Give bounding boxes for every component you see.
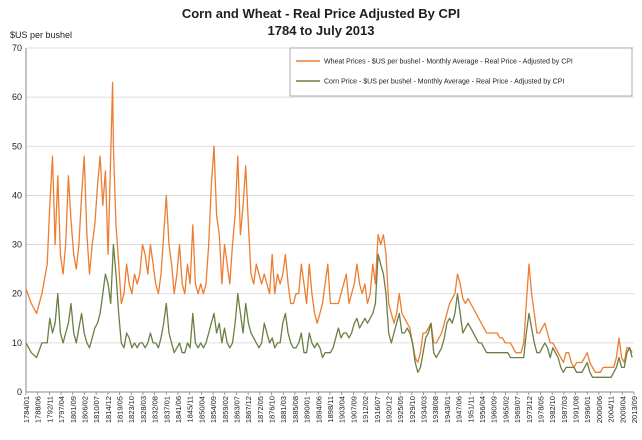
x-tick-label: 1867/12 [244, 396, 253, 423]
x-tick-label: 1863/07 [232, 396, 241, 423]
legend-label-wheat: Wheat Prices - $US per bushel - Monthly … [324, 59, 573, 66]
x-tick-label: 1898/11 [326, 396, 335, 423]
x-tick-label: 1872/05 [256, 396, 265, 423]
x-tick-label: 1797/04 [57, 396, 66, 423]
series-line-corn [25, 243, 633, 378]
x-tick-label: 1920/12 [384, 396, 393, 423]
x-tick-label: 1991/08 [572, 396, 581, 423]
x-tick-label: 1784/01 [22, 396, 31, 423]
x-tick-label: 1943/01 [443, 396, 452, 423]
x-tick-label: 1859/02 [221, 396, 230, 423]
x-axis-ticks: 1784/01 1788/06 1792/11 1797/04 1801/09 1806/… [22, 392, 639, 423]
x-tick-label: 1978/05 [536, 396, 545, 423]
x-tick-label: 1894/06 [314, 396, 323, 423]
x-tick-label: 1987/03 [560, 396, 569, 423]
y-axis-ticks: 0 10 20 30 40 50 60 70 [12, 43, 22, 397]
series-line-wheat [25, 81, 633, 373]
x-tick-label: 2009/04 [618, 396, 627, 423]
y-tick-label: 10 [12, 338, 22, 348]
x-tick-label: 1823/10 [127, 396, 136, 423]
x-tick-label: 2013/09 [630, 396, 639, 423]
y-tick-label: 60 [12, 92, 22, 102]
x-tick-label: 1837/01 [162, 396, 171, 423]
series-lines [25, 81, 633, 378]
y-tick-label: 40 [12, 190, 22, 200]
x-tick-label: 1982/10 [548, 396, 557, 423]
x-tick-label: 1881/03 [279, 396, 288, 423]
x-tick-label: 1907/09 [349, 396, 358, 423]
x-tick-label: 1996/01 [583, 396, 592, 423]
y-tick-label: 0 [17, 387, 22, 397]
x-tick-label: 1885/08 [291, 396, 300, 423]
x-tick-label: 1916/07 [373, 396, 382, 423]
x-tick-label: 1925/05 [396, 396, 405, 423]
x-tick-label: 1973/12 [525, 396, 534, 423]
x-tick-label: 1828/03 [139, 396, 148, 423]
y-tick-label: 50 [12, 141, 22, 151]
chart-title-line1: Corn and Wheat - Real Price Adjusted By … [182, 6, 460, 21]
legend-label-corn: Corn Price - $US per bushel - Monthly Av… [324, 79, 564, 86]
x-tick-label: 1792/11 [45, 396, 54, 423]
x-tick-label: 1788/06 [34, 396, 43, 423]
x-tick-label: 1903/04 [338, 396, 347, 423]
x-tick-label: 1969/07 [513, 396, 522, 423]
x-tick-label: 1810/07 [92, 396, 101, 423]
x-tick-label: 1929/10 [408, 396, 417, 423]
legend-box [289, 47, 633, 97]
x-tick-label: 1845/11 [186, 396, 195, 423]
x-tick-label: 1850/04 [197, 396, 206, 423]
y-axis-label: $US per bushel [10, 30, 72, 40]
x-tick-label: 1947/06 [455, 396, 464, 423]
x-tick-label: 1854/09 [209, 396, 218, 423]
chart-title-line2: 1784 to July 2013 [268, 23, 375, 38]
x-tick-label: 1819/05 [116, 396, 125, 423]
x-tick-label: 1912/02 [361, 396, 370, 423]
legend: Wheat Prices - $US per bushel - Monthly … [289, 47, 633, 97]
x-tick-label: 1814/12 [104, 396, 113, 423]
x-tick-label: 1938/08 [431, 396, 440, 423]
x-tick-label: 1951/11 [466, 396, 475, 423]
x-tick-label: 1960/09 [490, 396, 499, 423]
x-tick-label: 1890/01 [303, 396, 312, 423]
x-tick-label: 1841/06 [174, 396, 183, 423]
x-tick-label: 1806/02 [80, 396, 89, 423]
y-tick-label: 30 [12, 240, 22, 250]
x-tick-label: 1965/02 [501, 396, 510, 423]
y-tick-label: 70 [12, 43, 22, 53]
x-tick-label: 1956/04 [478, 396, 487, 423]
x-tick-label: 2004/11 [607, 396, 616, 423]
x-tick-label: 1832/08 [151, 396, 160, 423]
x-tick-label: 1801/09 [69, 396, 78, 423]
x-tick-label: 2000/06 [595, 396, 604, 423]
x-tick-label: 1934/03 [420, 396, 429, 423]
y-tick-label: 20 [12, 289, 22, 299]
x-tick-label: 1876/10 [268, 396, 277, 423]
